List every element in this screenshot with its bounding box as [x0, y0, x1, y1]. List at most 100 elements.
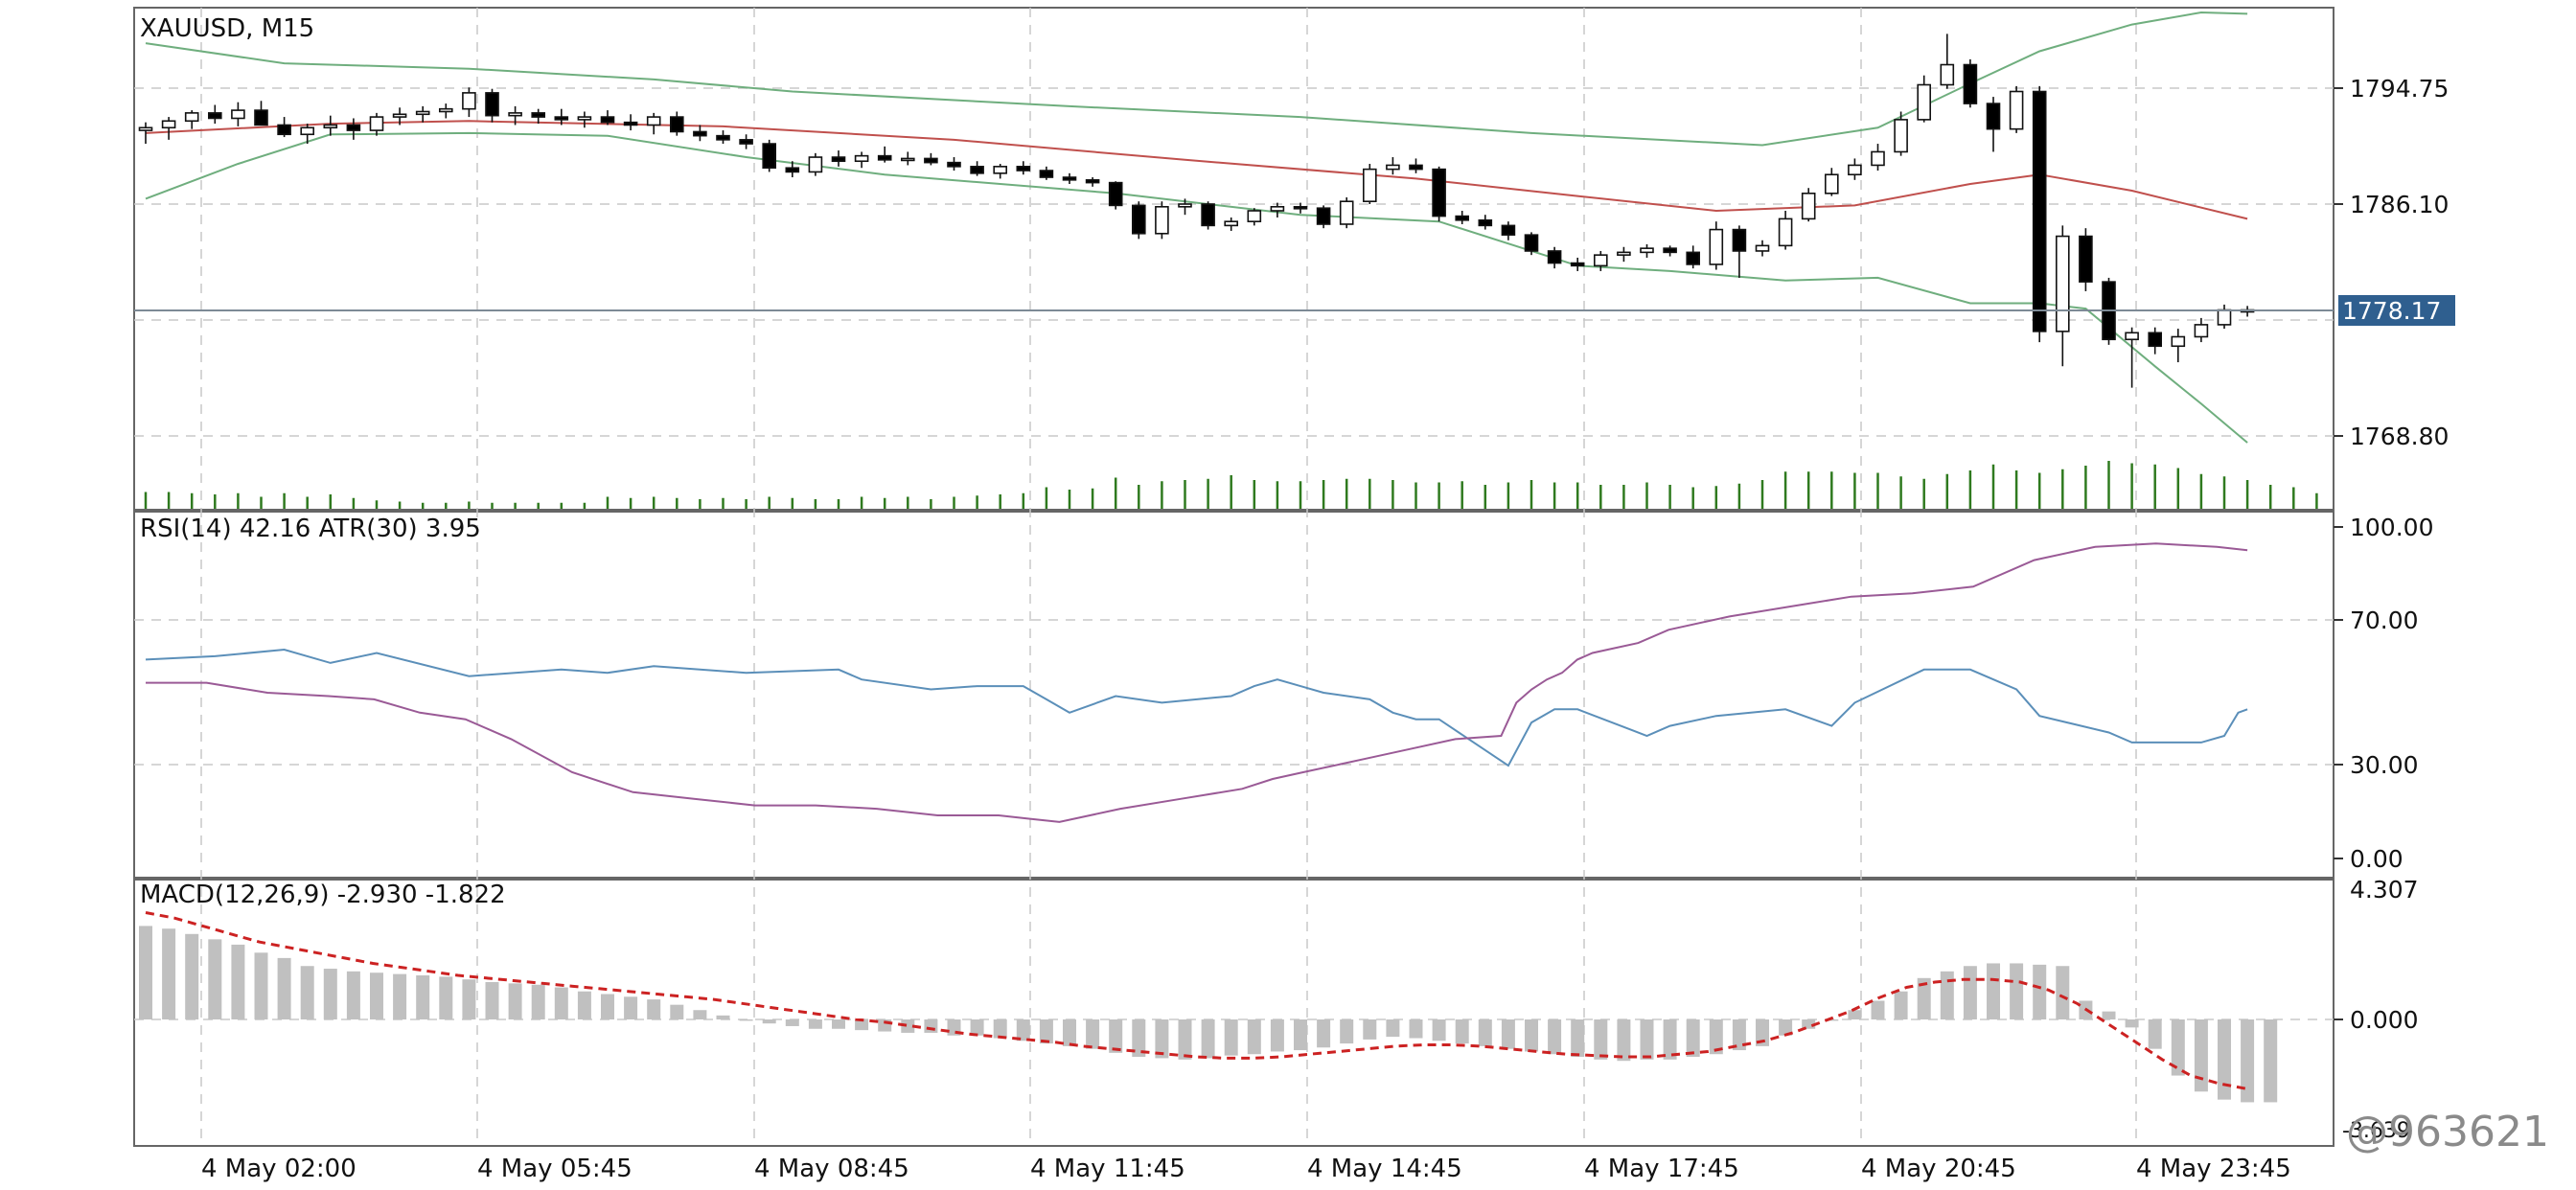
macd-bar [1247, 1019, 1261, 1055]
macd-bar [832, 1019, 845, 1029]
symbol-label: XAUUSD, M15 [140, 14, 314, 43]
bull-candle [1917, 83, 1931, 121]
bear-candle [1132, 204, 1146, 235]
bull-candle [1617, 251, 1631, 256]
macd-bar [1155, 1019, 1169, 1059]
bear-candle [1432, 168, 1446, 217]
macd-bar [1294, 1019, 1307, 1051]
bear-candle [1963, 63, 1978, 104]
bear-candle [739, 139, 753, 145]
bear-candle [1293, 205, 1308, 210]
bear-candle [762, 143, 777, 170]
bull-candle [1224, 220, 1238, 227]
bear-candle [2079, 235, 2093, 283]
time-tick-label: 4 May 23:45 [2136, 1155, 2291, 1183]
bear-candle [1501, 224, 1516, 236]
macd-bar [601, 994, 614, 1019]
rsi-panel-frame [133, 511, 2334, 879]
time-tick-label: 4 May 05:45 [477, 1155, 632, 1183]
bear-candle [1201, 203, 1215, 227]
macd-bar [254, 952, 268, 1019]
macd-bar [162, 928, 176, 1019]
price-tick-label: 1786.10 [2350, 191, 2449, 218]
bear-candle [2148, 332, 2162, 348]
macd-bar [577, 991, 591, 1019]
macd-bar [2125, 1019, 2139, 1028]
macd-bar [2148, 1019, 2162, 1049]
price-axis: 1794.75 1786.10 1768.80 [2334, 75, 2449, 450]
grid-lines [134, 8, 2334, 1146]
bear-candle [1570, 262, 1585, 267]
bear-candle [1455, 215, 1469, 221]
macd-bar [370, 973, 383, 1019]
bull-candle [1755, 244, 1770, 252]
macd-bar [1548, 1019, 1562, 1055]
bear-candle [208, 112, 222, 120]
macd-bar [1501, 1019, 1515, 1049]
bear-candle [785, 167, 800, 173]
macd-bar [462, 979, 476, 1019]
watermark: @963621 [2346, 1108, 2549, 1156]
bull-candle [2171, 335, 2186, 348]
bull-candle [1640, 247, 1654, 254]
bear-candle [1663, 247, 1677, 254]
macd-signal-line [145, 911, 2248, 1090]
bull-candle [369, 116, 384, 131]
bull-candle [854, 154, 869, 163]
bear-candle [1062, 176, 1077, 181]
macd-bar [647, 999, 661, 1019]
macd-bar [346, 971, 360, 1019]
macd-bar [139, 926, 152, 1019]
bull-candle [808, 156, 823, 173]
bear-candle [924, 157, 938, 164]
bear-candle [554, 116, 569, 121]
current-price-label: 1778.17 [2342, 297, 2441, 325]
bear-candle [277, 124, 291, 136]
macd-bar [2218, 1019, 2231, 1100]
bear-candle [2032, 90, 2047, 332]
macd-bar [231, 944, 245, 1019]
macd-bar [1386, 1019, 1400, 1038]
bull-candle [1270, 205, 1285, 212]
bull-candle [1825, 173, 1839, 195]
bull-candle [1940, 63, 1955, 86]
bear-candle [693, 130, 707, 137]
macd-bar [2194, 1019, 2208, 1092]
bull-candle [1339, 200, 1354, 225]
bull-candle [2194, 324, 2209, 338]
bear-candle [1016, 166, 1031, 172]
bull-candle [438, 107, 453, 113]
candles [138, 34, 2255, 388]
macd-bar [300, 966, 314, 1019]
rsi-axis: 100.00 70.00 30.00 0.00 [2334, 514, 2433, 873]
bull-candle [2217, 309, 2232, 326]
macd-panel-frame [133, 879, 2334, 1147]
macd-bar [323, 969, 337, 1019]
macd-bar [1270, 1019, 1284, 1052]
macd-bar [1132, 1019, 1146, 1058]
macd-bar [739, 1019, 753, 1021]
bear-candle [970, 166, 984, 174]
bear-candle [1524, 234, 1539, 252]
macd-bar [1663, 1019, 1677, 1060]
volume-bars [144, 461, 2318, 509]
macd-bar [1432, 1019, 1446, 1041]
macd-bar [393, 973, 407, 1019]
bull-candle [1871, 150, 1885, 167]
macd-bar [1063, 1019, 1076, 1046]
bull-candle [1178, 203, 1192, 208]
rsi-lines [145, 542, 2248, 823]
bear-candle [831, 156, 846, 163]
macd-bar [1525, 1019, 1538, 1052]
bull-candle [2009, 90, 2024, 130]
macd-bar [1086, 1019, 1100, 1049]
macd-bar [1940, 971, 1954, 1019]
bear-candle [1478, 218, 1493, 227]
time-tick-label: 4 May 08:45 [754, 1155, 909, 1183]
macd-bar [1317, 1019, 1331, 1048]
bear-candle [1732, 228, 1747, 252]
macd-bar [855, 1019, 869, 1031]
rsi-tick-label: 100.00 [2350, 514, 2433, 541]
macd-bar [1963, 966, 1977, 1019]
